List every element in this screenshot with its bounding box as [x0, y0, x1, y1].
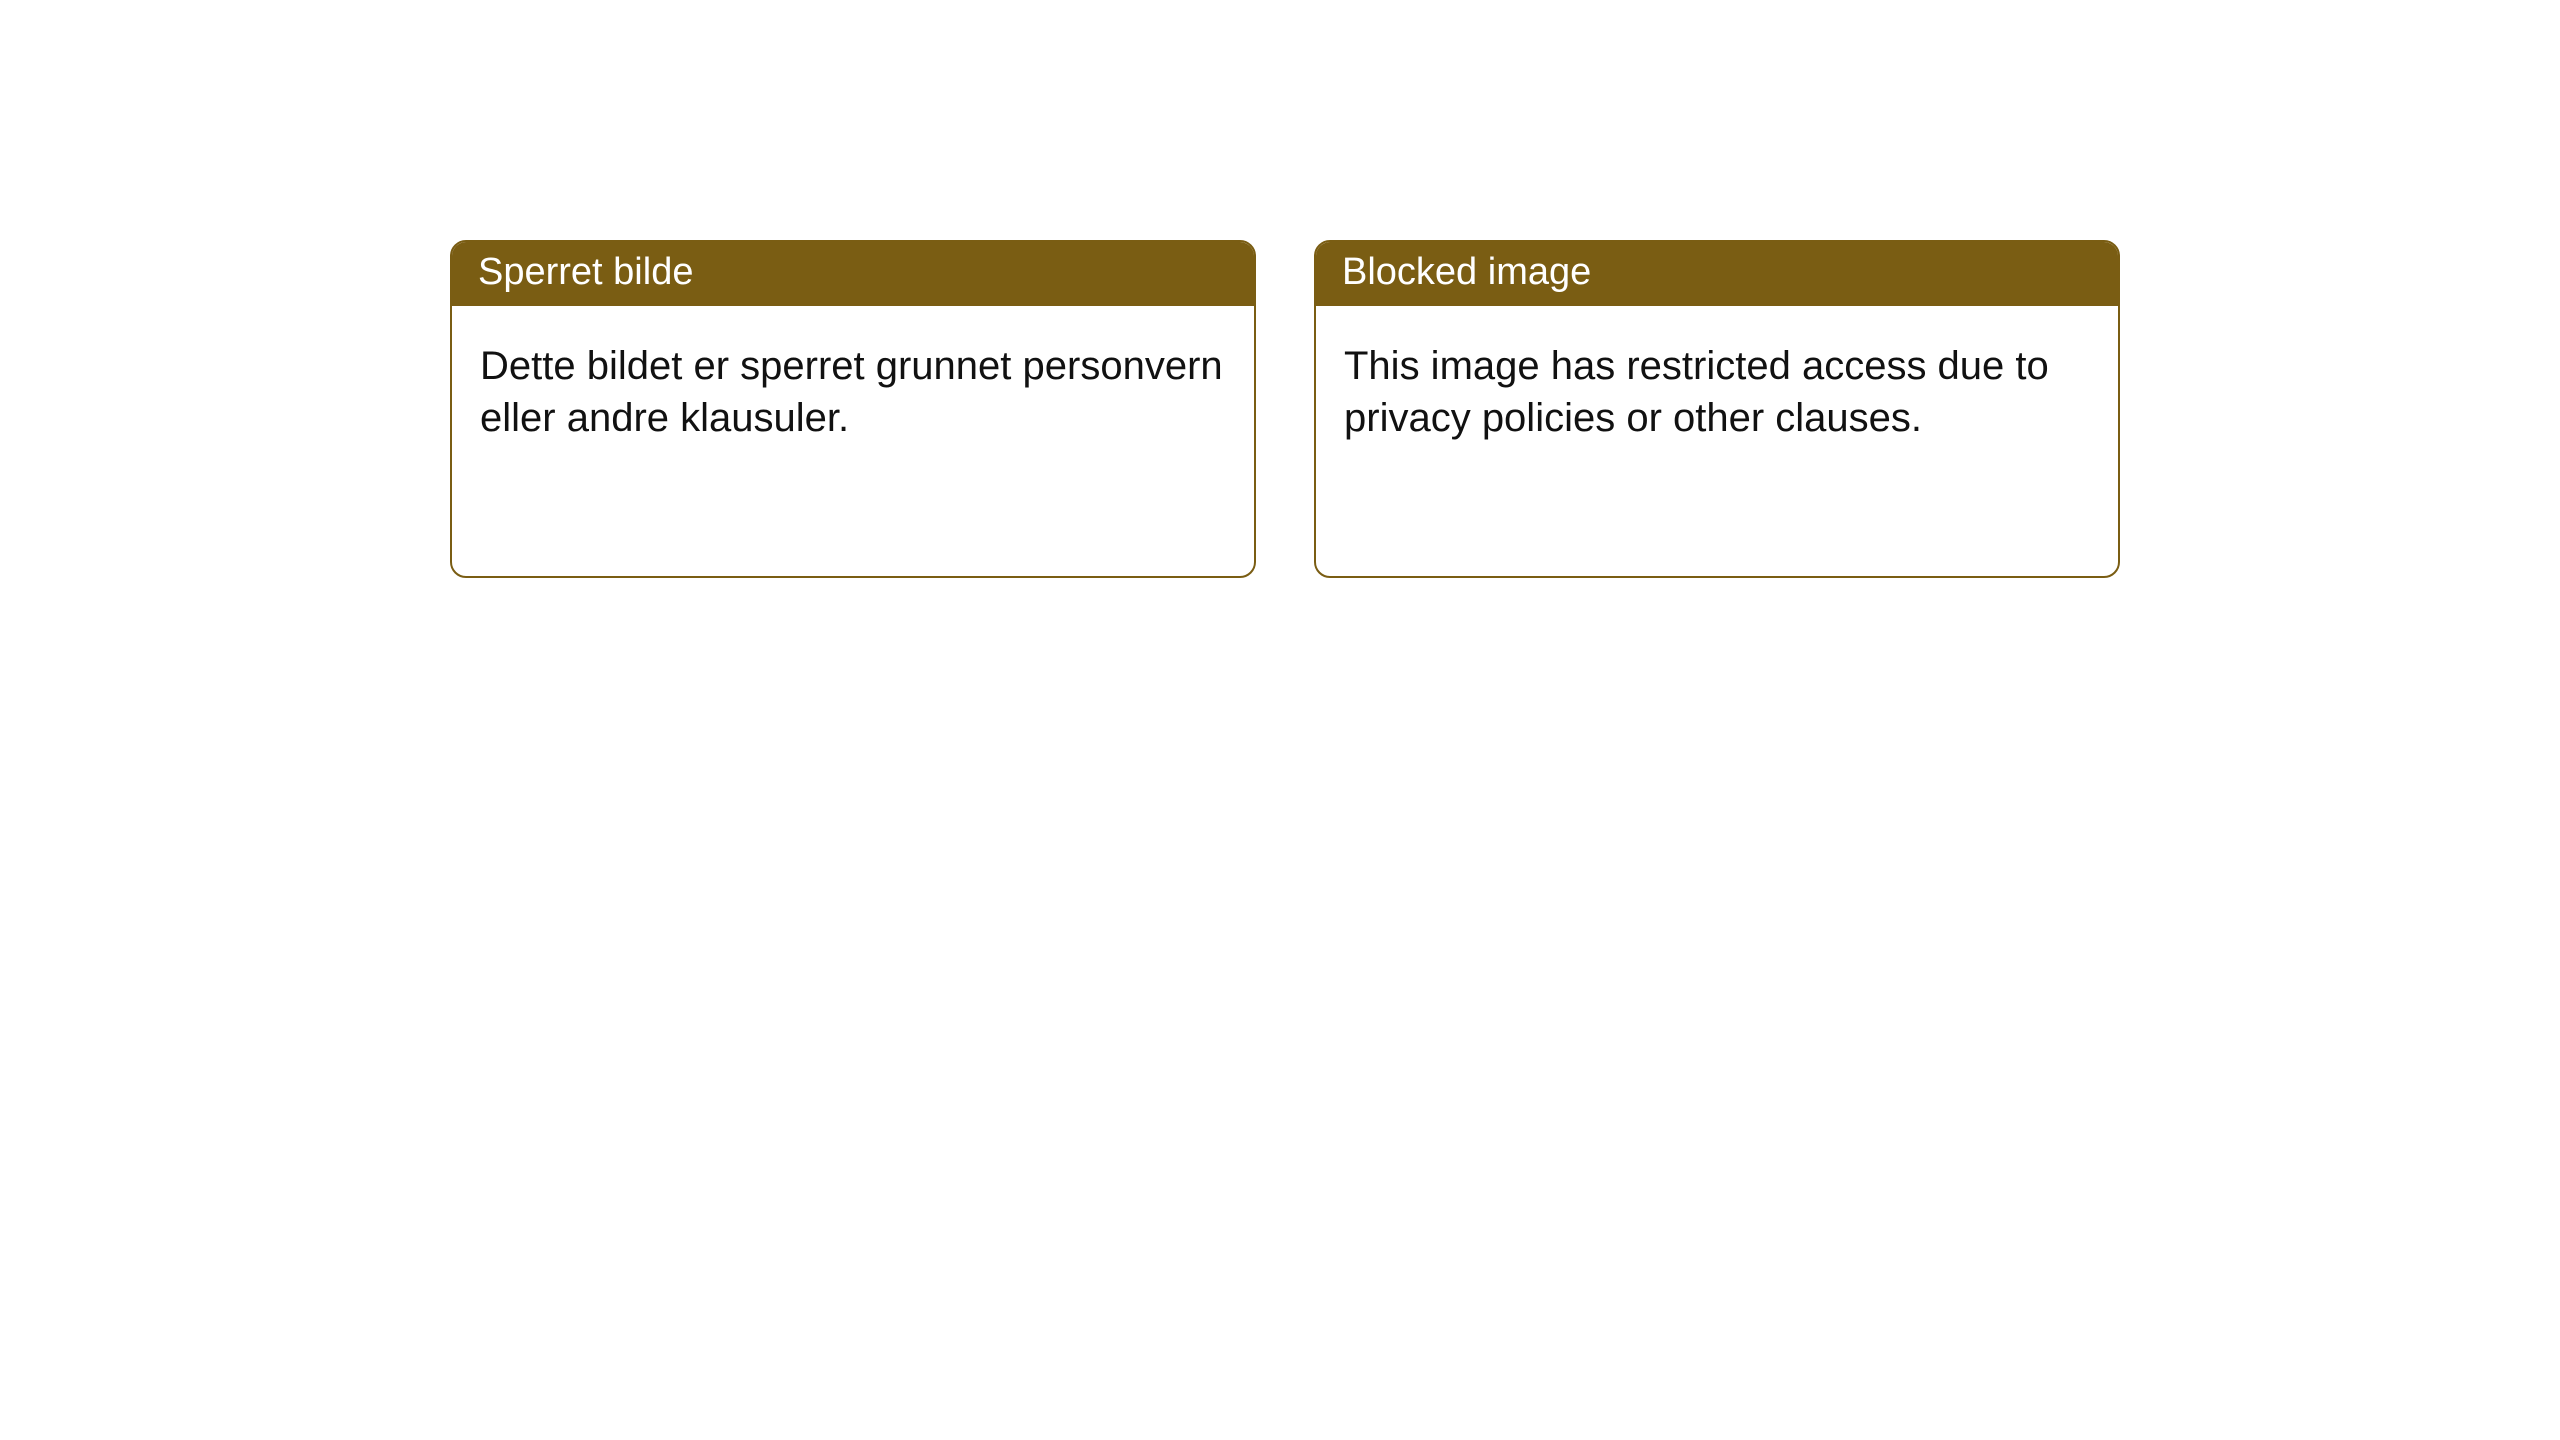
notice-card-body: This image has restricted access due to … — [1316, 306, 2118, 480]
notice-card-norwegian: Sperret bilde Dette bildet er sperret gr… — [450, 240, 1256, 578]
notice-card-title: Sperret bilde — [452, 242, 1254, 306]
notice-container: Sperret bilde Dette bildet er sperret gr… — [0, 0, 2560, 578]
notice-card-english: Blocked image This image has restricted … — [1314, 240, 2120, 578]
notice-card-body: Dette bildet er sperret grunnet personve… — [452, 306, 1254, 480]
notice-card-title: Blocked image — [1316, 242, 2118, 306]
